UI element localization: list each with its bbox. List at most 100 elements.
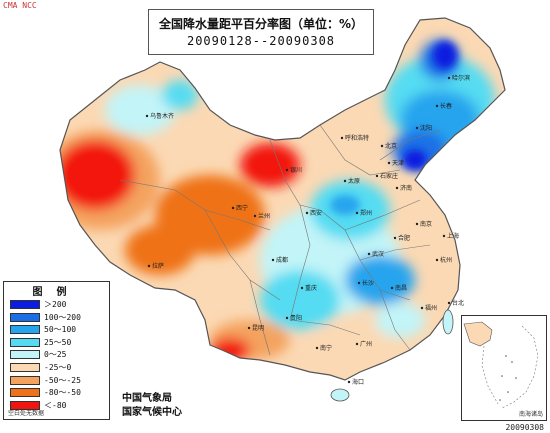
city-label: 合肥 <box>398 234 410 242</box>
city-label: 上海 <box>447 232 459 240</box>
city-dot <box>343 179 347 183</box>
legend-label: -50～-25 <box>44 375 81 385</box>
city-dot <box>435 258 439 262</box>
city-dot <box>390 286 394 290</box>
city-label: 西安 <box>310 209 322 217</box>
city-label: 长沙 <box>362 279 374 287</box>
city-dot <box>147 264 151 268</box>
city-dot <box>435 104 439 108</box>
legend-footnote: 空白处无数据 <box>8 410 45 417</box>
province-boundaries <box>119 124 441 356</box>
national-border <box>59 17 506 381</box>
city-label: 昆明 <box>252 325 264 332</box>
legend-row: -25～0 <box>10 362 106 373</box>
legend-swatch <box>10 350 40 360</box>
legend-row: 0～25 <box>10 349 106 360</box>
city-label: 太原 <box>348 177 360 185</box>
city-label: 福州 <box>425 304 437 312</box>
legend-row: ＜-80 <box>10 400 106 411</box>
city-label: 贵阳 <box>290 314 302 322</box>
legend-row: 50～100 <box>10 324 106 335</box>
city-label: 台北 <box>452 299 464 307</box>
city-dot <box>367 252 371 256</box>
city-label: 哈尔滨 <box>452 74 470 82</box>
legend-label: -25～0 <box>44 363 72 372</box>
legend: 图例 ＞200 100～200 50～100 25～50 0～25 -25～0 -50～-2… <box>3 281 110 420</box>
legend-label: ＜-80 <box>44 400 67 410</box>
date-stamp: 20090308 <box>505 423 544 432</box>
legend-label: -80～-50 <box>44 388 81 398</box>
city-dot <box>447 301 451 305</box>
map-title: 全国降水量距平百分率图（单位：%） <box>158 17 364 31</box>
city-label: 西宁 <box>236 204 248 212</box>
legend-swatch <box>10 375 40 385</box>
inset-label: 南海诸岛 <box>518 411 543 418</box>
legend-row: -50～-25 <box>10 375 106 386</box>
city-label: 郑州 <box>360 209 372 217</box>
city-label: 银川 <box>290 166 302 174</box>
city-dot <box>285 168 289 172</box>
city-label: 石家庄 <box>380 172 398 180</box>
city-dot <box>357 281 361 285</box>
legend-row: 100～200 <box>10 312 106 323</box>
city-label: 南京 <box>420 220 432 228</box>
city-dot <box>253 214 257 218</box>
city-label: 沈阳 <box>420 124 432 132</box>
org-ncc: 国家气候中心 <box>122 407 182 418</box>
city-dot <box>380 144 384 148</box>
inset-map <box>463 321 539 409</box>
legend-title: 图例 <box>32 287 81 298</box>
legend-row: ＞200 <box>10 299 106 310</box>
legend-row: 25～50 <box>10 337 106 348</box>
legend-swatch <box>10 400 40 410</box>
title-box: 全国降水量距平百分率图（单位：%） 20090128--20090308 <box>148 9 374 55</box>
city-dot <box>442 234 446 238</box>
city-dot <box>247 326 251 330</box>
city-dot <box>415 222 419 226</box>
city-label: 拉萨 <box>152 262 164 270</box>
city-dot <box>347 380 351 384</box>
city-label: 南宁 <box>320 344 332 352</box>
legend-swatch <box>10 363 40 372</box>
city-dot <box>271 258 275 262</box>
city-dot <box>375 174 379 178</box>
city-dot <box>355 342 359 346</box>
city-dot <box>285 316 289 320</box>
legend-swatch <box>10 337 40 347</box>
city-label: 乌鲁木齐 <box>150 112 174 120</box>
city-label: 武汉 <box>372 250 384 258</box>
city-dot <box>355 211 359 215</box>
city-dot <box>315 346 319 350</box>
city-label: 海口 <box>352 378 364 386</box>
city-dot <box>387 161 391 165</box>
city-dot <box>300 286 304 290</box>
city-label: 济南 <box>400 184 412 192</box>
legend-swatch <box>10 312 40 322</box>
city-label: 广州 <box>360 340 372 348</box>
hainan-island <box>330 388 350 402</box>
org-cma: 中国气象局 <box>122 393 172 404</box>
city-label: 重庆 <box>305 284 317 292</box>
south-china-sea-inset: 南海诸岛 <box>461 315 547 421</box>
city-label: 北京 <box>385 142 397 150</box>
corner-tag: CMA NCC <box>3 1 37 10</box>
city-dot <box>231 206 235 210</box>
city-label: 呼和浩特 <box>345 134 369 142</box>
legend-row: -80～-50 <box>10 387 106 398</box>
city-dot <box>420 306 424 310</box>
city-dot <box>340 136 344 140</box>
legend-label: ＞200 <box>44 300 67 309</box>
legend-label: 25～50 <box>44 337 72 347</box>
city-label: 长春 <box>440 102 452 110</box>
legend-label: 100～200 <box>44 312 81 322</box>
city-label: 南昌 <box>395 284 407 292</box>
city-dot <box>145 114 149 118</box>
legend-swatch <box>10 300 40 309</box>
city-dot <box>415 126 419 130</box>
city-label: 成都 <box>276 256 288 264</box>
city-label: 杭州 <box>440 256 452 264</box>
city-dot <box>305 211 309 215</box>
